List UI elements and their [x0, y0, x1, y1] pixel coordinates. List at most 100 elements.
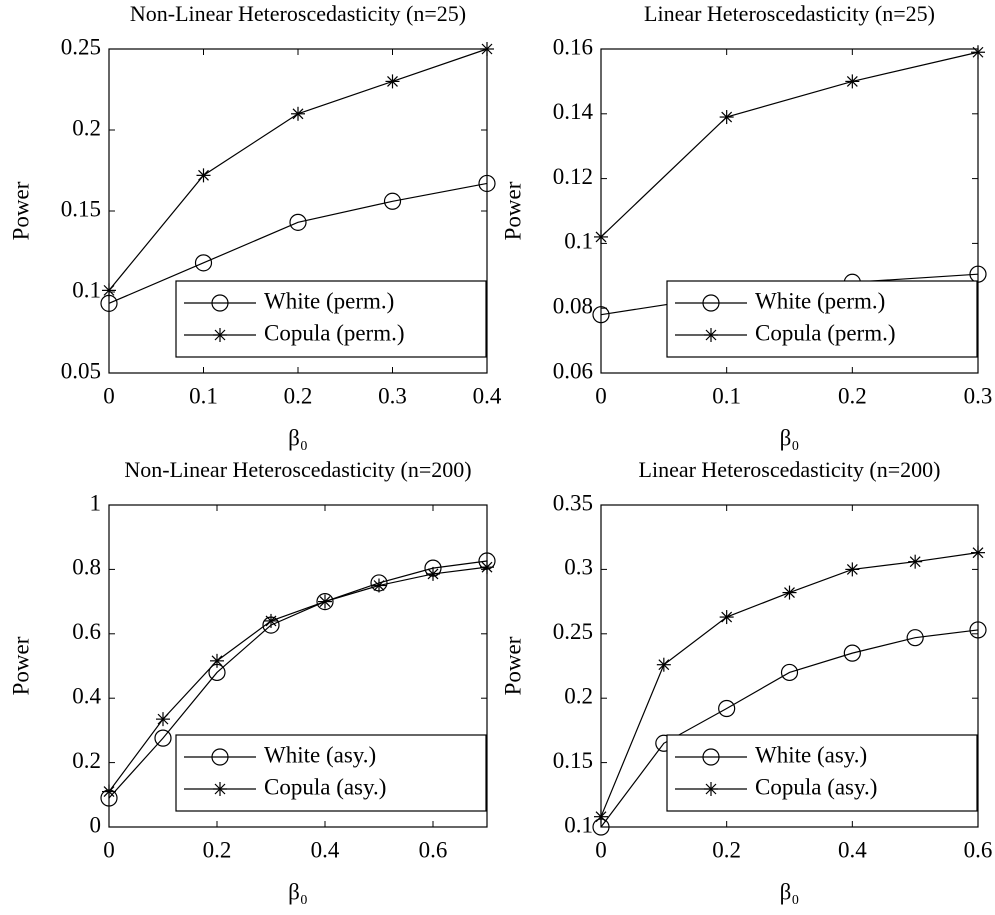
marker	[782, 585, 797, 600]
marker	[592, 306, 610, 324]
marker-stroke	[481, 561, 493, 573]
marker	[719, 110, 734, 125]
marker	[594, 809, 608, 824]
y-tick-label: 0	[90, 812, 102, 837]
marker-stroke	[387, 75, 398, 87]
x-tick-label: 0	[103, 837, 115, 862]
x-axis-label: β₀	[780, 879, 800, 904]
marker-stroke	[909, 556, 921, 568]
marker	[908, 554, 923, 569]
y-tick-label: 0.35	[553, 490, 593, 515]
y-tick-label: 0.05	[61, 358, 101, 383]
marker	[719, 610, 734, 625]
marker-stroke	[972, 46, 984, 58]
y-tick-label: 0.16	[553, 34, 593, 59]
marker-stroke	[211, 655, 223, 667]
marker-stroke	[481, 43, 493, 55]
y-tick-label: 1	[90, 490, 102, 515]
y-tick-label: 0.12	[553, 164, 593, 189]
marker-stroke	[103, 786, 115, 798]
y-tick-label: 0.3	[564, 555, 593, 580]
x-tick-label: 0.3	[378, 383, 407, 408]
series-line	[108, 182, 488, 304]
marker	[264, 613, 278, 628]
marker-stroke	[972, 547, 984, 559]
series-line	[600, 629, 979, 828]
legend-label: White (asy.)	[264, 742, 376, 767]
marker-stroke	[595, 811, 607, 823]
series-line	[108, 566, 488, 792]
x-tick-label: 0.4	[311, 837, 340, 862]
marker	[316, 592, 334, 611]
marker	[426, 566, 440, 581]
x-tick-label: 0.2	[712, 837, 741, 862]
marker-stroke	[721, 611, 733, 623]
marker	[289, 213, 307, 231]
y-tick-label: 0.8	[72, 555, 101, 580]
marker-stroke	[373, 580, 385, 591]
marker-stroke	[157, 713, 169, 725]
series-line	[108, 560, 488, 799]
legend-label: Copula (asy.)	[755, 774, 877, 799]
chart-title: Linear Heteroscedasticity (n=200)	[639, 457, 941, 482]
x-tick-label: 0	[103, 383, 115, 408]
chart-title: Non-Linear Heteroscedasticity (n=200)	[124, 457, 471, 482]
legend-label: White (asy.)	[755, 742, 867, 767]
y-axis-label: Power	[8, 636, 33, 695]
plot-area	[108, 504, 488, 828]
x-tick-label: 0.2	[838, 383, 867, 408]
x-tick-label: 0.4	[838, 837, 867, 862]
marker	[213, 328, 227, 342]
marker	[196, 168, 211, 183]
marker	[385, 74, 400, 89]
marker-stroke	[846, 563, 858, 575]
legend-box	[666, 280, 978, 358]
x-tick-label: 0	[595, 383, 607, 408]
y-axis-label: Power	[8, 181, 33, 240]
marker-stroke	[292, 108, 304, 120]
x-tick-label: 0.2	[284, 383, 313, 408]
legend-label: Copula (perm.)	[755, 320, 896, 345]
legend-label: White (perm.)	[755, 288, 885, 313]
marker-stroke	[721, 111, 733, 123]
plot-area	[600, 504, 979, 828]
marker-stroke	[427, 568, 439, 580]
marker	[102, 784, 116, 799]
y-tick-label: 0.15	[553, 748, 593, 773]
marker-stroke	[214, 783, 226, 795]
marker	[780, 663, 799, 682]
legend-box	[175, 280, 487, 358]
y-tick-label: 0.2	[564, 683, 593, 708]
marker	[702, 748, 720, 766]
y-tick-label: 0.1	[564, 812, 593, 837]
y-tick-label: 0.25	[61, 34, 101, 59]
y-tick-label: 0.14	[553, 99, 594, 124]
marker-stroke	[103, 284, 115, 296]
marker	[372, 578, 386, 593]
marker-stroke	[658, 659, 670, 671]
series-line	[108, 48, 488, 291]
marker	[210, 653, 224, 668]
y-tick-label: 0.1	[72, 277, 101, 302]
marker-stroke	[265, 615, 277, 627]
y-tick-label: 0.6	[72, 619, 101, 644]
legend-label: White (perm.)	[264, 288, 394, 313]
legend-label: Copula (perm.)	[264, 320, 405, 345]
marker-stroke	[319, 596, 331, 608]
series-line	[600, 51, 979, 238]
y-tick-label: 0.15	[61, 196, 101, 221]
legend-box	[175, 734, 487, 812]
marker	[704, 328, 718, 342]
x-axis-label: β₀	[288, 425, 308, 450]
x-tick-label: 0.2	[203, 837, 232, 862]
x-tick-label: 0.1	[712, 383, 741, 408]
marker	[480, 560, 494, 575]
y-tick-label: 0.08	[553, 293, 593, 318]
x-axis-label: β₀	[288, 879, 308, 904]
marker	[969, 265, 987, 283]
marker	[213, 782, 227, 796]
y-axis-label: Power	[500, 181, 525, 240]
marker	[291, 106, 305, 121]
x-tick-label: 0	[595, 837, 607, 862]
x-tick-label: 0.3	[964, 383, 993, 408]
